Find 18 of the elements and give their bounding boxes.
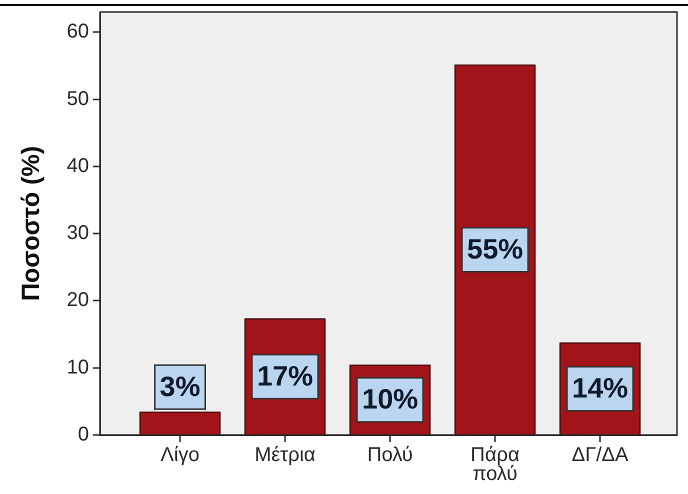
y-tick-label: 50 [66,88,89,110]
x-tick-label: Πάρα πολύ [470,444,520,486]
x-tick-label: Μέτρια [254,444,316,466]
y-tick-label: 0 [78,424,89,446]
y-tick-label: 30 [66,222,89,244]
data-label: 10% [362,384,418,415]
y-tick-label: 40 [66,154,89,177]
data-label: 17% [256,360,314,392]
x-tick-label: Πολύ [367,444,413,466]
data-label: 3% [160,370,200,402]
data-label: 55% [467,233,524,264]
y-axis-title: Ποσοστό (%) [16,146,45,302]
x-tick-label: Λίγο [160,444,200,466]
y-tick-label: 10 [66,356,89,378]
y-tick-label: 20 [66,289,89,312]
data-label: 14% [572,372,628,404]
x-tick-label: ΔΓ/ΔΑ [572,444,629,466]
y-tick-label: 60 [66,20,89,43]
